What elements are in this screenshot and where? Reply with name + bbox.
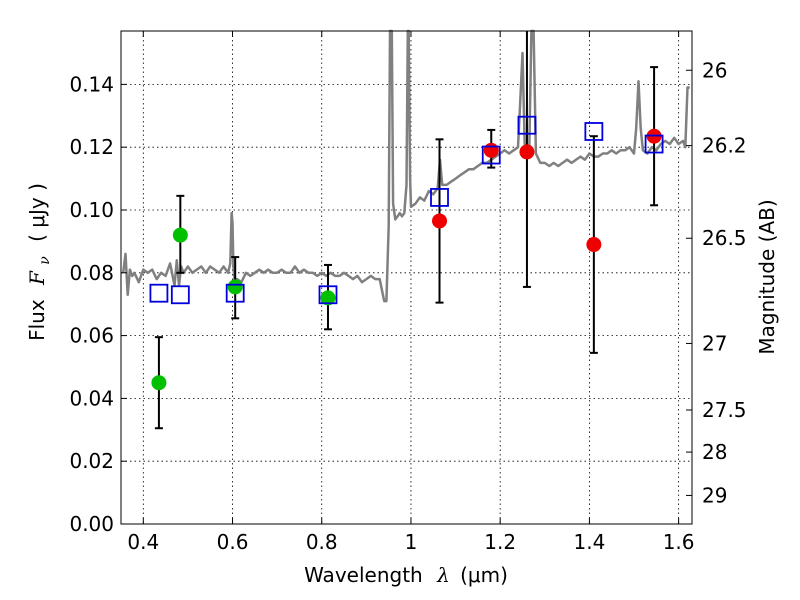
tick-labels: 0.4 0.6 0.8 1 1.2 1.4 1.6 0.00 0.02 0.04 0.06 0.08 0… (69, 58, 746, 554)
grid (121, 31, 692, 525)
y-tick-label: 0.10 (69, 198, 114, 222)
x-tick-label: 1.6 (663, 530, 695, 554)
model-square-marker (149, 283, 169, 303)
right-tick-label: 26.2 (702, 134, 747, 158)
x-tick-label: 1 (405, 530, 418, 554)
right-tick-label: 26 (702, 58, 727, 82)
y-tick-label: 0.12 (69, 135, 114, 159)
model-square-marker (430, 188, 449, 207)
y-tick-label: 0.08 (69, 261, 114, 285)
model-spectrum-line (121, 29, 690, 303)
right-tick-label: 29 (702, 483, 727, 507)
right-tick-label: 28 (702, 440, 727, 464)
model-square-marker (481, 145, 501, 165)
y-tick-label: 0.06 (69, 324, 114, 348)
x-tick-label: 0.8 (306, 530, 338, 554)
model-square-marker (584, 122, 604, 141)
data-point-marker (586, 237, 602, 253)
y-axis-label: Flux (25, 299, 49, 341)
data-point-marker (227, 279, 243, 295)
y-tick-label: 0.04 (69, 386, 114, 410)
data-point-marker (172, 227, 188, 243)
x-tick-label: 0.4 (127, 530, 159, 554)
y-axis-unit: ( μJy ) (25, 183, 49, 242)
x-axis-label: Wavelength (304, 563, 423, 587)
y-tick-label: 0.00 (69, 512, 114, 536)
x-tick-label: 1.4 (573, 530, 605, 554)
model-square-marker (170, 285, 190, 305)
y-axis-symbol: F (25, 270, 49, 286)
right-axis-title: Magnitude (AB) (755, 199, 779, 354)
model-square-marker (318, 285, 338, 305)
tick-marks (121, 31, 692, 525)
spectrum-layer (121, 29, 690, 303)
marker-layer (149, 115, 664, 391)
data-point-marker (151, 375, 167, 391)
data-point-marker (519, 144, 535, 160)
plot-frame (120, 30, 693, 525)
x-axis-symbol: λ (436, 563, 450, 587)
y-tick-label: 0.02 (69, 449, 114, 473)
right-tick-label: 27 (702, 331, 727, 355)
y-axis-title: Flux F ν ( μJy ) (25, 183, 54, 341)
model-square-marker (225, 283, 245, 303)
x-tick-label: 1.2 (484, 530, 516, 554)
x-axis-title: Wavelength λ (μm) (304, 563, 508, 587)
model-square-marker (517, 115, 537, 135)
right-tick-label: 26.5 (702, 226, 747, 250)
x-tick-label: 0.6 (217, 530, 249, 554)
right-tick-label: 27.5 (702, 398, 747, 422)
errorbar-layer (154, 31, 659, 430)
y-tick-label: 0.14 (69, 72, 114, 96)
model-square-marker (644, 134, 664, 154)
data-point-marker (320, 290, 336, 306)
x-axis-unit: (μm) (460, 563, 508, 587)
data-point-marker (432, 213, 448, 229)
data-point-marker (483, 142, 499, 158)
y-axis-subscript: ν (37, 256, 53, 265)
